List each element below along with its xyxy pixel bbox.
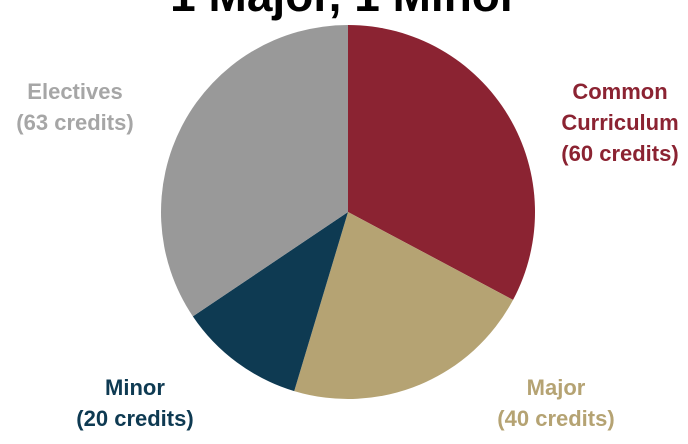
slice-label-minor-line1: Minor xyxy=(105,375,165,400)
pie-slice-minor xyxy=(192,212,348,392)
slice-label-common-line2: Curriculum xyxy=(561,110,679,135)
slice-label-minor-line2: (20 credits) xyxy=(76,406,194,431)
slice-label-common-curriculum: Common Curriculum (60 credits) xyxy=(552,76,688,169)
slice-label-electives: Electives (63 credits) xyxy=(0,76,150,138)
slice-label-common-line3: (60 credits) xyxy=(561,141,679,166)
chart-title: 1 Major, 1 Minor xyxy=(0,0,688,20)
pie-slice-electives xyxy=(161,25,348,317)
slice-label-common-line1: Common xyxy=(572,79,668,104)
slice-label-major-line1: Major xyxy=(526,375,586,400)
pie-slice-major xyxy=(294,212,514,399)
pie-slice-common-curriculum xyxy=(348,25,536,300)
slice-label-electives-line1: Electives xyxy=(27,79,123,104)
slice-label-minor: Minor (20 credits) xyxy=(60,372,210,434)
slice-label-electives-line2: (63 credits) xyxy=(16,110,134,135)
slice-label-major: Major (40 credits) xyxy=(490,372,622,434)
slice-label-major-line2: (40 credits) xyxy=(497,406,615,431)
